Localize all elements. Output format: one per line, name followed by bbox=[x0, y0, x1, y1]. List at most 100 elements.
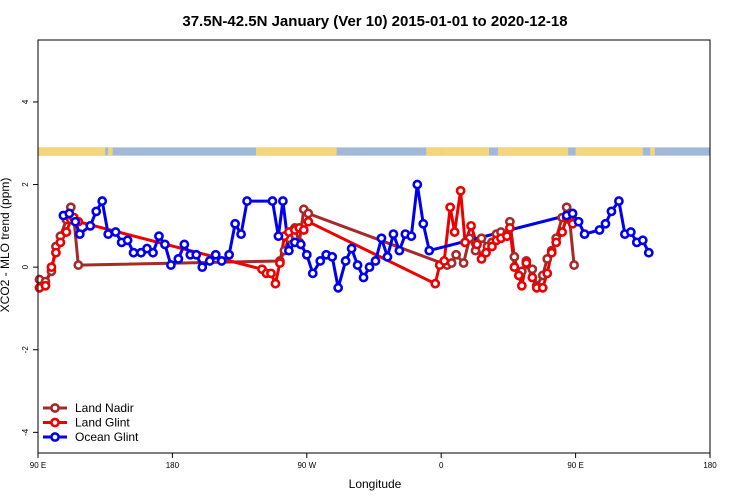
data-point-ocean-glint bbox=[224, 249, 235, 260]
data-point-ocean-glint bbox=[204, 256, 215, 266]
data-point-ocean-glint bbox=[637, 235, 648, 246]
land-segment bbox=[426, 147, 442, 156]
data-point-land-glint bbox=[303, 216, 314, 227]
legend-marker-land-glint bbox=[50, 417, 60, 428]
data-point-land-glint bbox=[449, 227, 460, 237]
data-point-ocean-glint bbox=[64, 208, 75, 219]
y-tick-label: 2 bbox=[21, 182, 30, 187]
data-point-ocean-glint bbox=[573, 216, 584, 227]
data-point-land-nadir bbox=[569, 260, 580, 270]
x-axis: 90 E 180 90 W 0 90 E 180 bbox=[30, 453, 717, 470]
data-point-ocean-glint bbox=[122, 235, 133, 246]
legend-label-land-glint: Land Glint bbox=[75, 416, 130, 430]
data-point-land-glint bbox=[466, 220, 476, 231]
y-tick-label: 4 bbox=[21, 99, 30, 104]
data-point-land-glint bbox=[472, 239, 482, 250]
data-point-ocean-glint bbox=[97, 196, 108, 206]
data-point-ocean-glint bbox=[394, 245, 405, 256]
data-point-ocean-glint bbox=[567, 208, 578, 219]
data-point-land-nadir bbox=[509, 251, 520, 262]
data-point-land-glint bbox=[46, 262, 57, 273]
data-point-land-glint bbox=[275, 258, 285, 268]
data-point-ocean-glint bbox=[103, 229, 114, 240]
data-point-land-nadir bbox=[561, 202, 572, 213]
data-point-ocean-glint bbox=[406, 231, 417, 242]
data-point-ocean-glint bbox=[388, 229, 399, 240]
data-point-land-glint bbox=[516, 280, 527, 291]
data-point-ocean-glint bbox=[333, 282, 344, 293]
data-point-land-glint bbox=[527, 272, 538, 283]
data-point-land-glint bbox=[266, 268, 276, 279]
data-point-ocean-glint bbox=[210, 249, 221, 260]
data-point-land-nadir bbox=[542, 253, 553, 264]
x-tick-label: 180 bbox=[166, 461, 180, 470]
data-point-land-glint bbox=[504, 223, 515, 233]
legend-marker-ocean-glint bbox=[50, 432, 60, 442]
data-point-ocean-glint bbox=[358, 272, 369, 283]
data-point-ocean-glint bbox=[70, 216, 81, 227]
y-axis-label: XCO2 - MLO trend (ppm) bbox=[0, 178, 12, 313]
data-point-land-glint bbox=[55, 237, 66, 248]
data-point-ocean-glint bbox=[278, 196, 288, 206]
data-point-ocean-glint bbox=[340, 256, 351, 266]
data-point-ocean-glint bbox=[424, 245, 435, 256]
data-point-ocean-glint bbox=[418, 218, 429, 229]
data-point-ocean-glint bbox=[267, 196, 278, 206]
data-point-ocean-glint bbox=[128, 247, 139, 258]
data-point-ocean-glint bbox=[110, 227, 121, 237]
data-point-land-glint bbox=[513, 270, 524, 281]
data-point-land-nadir bbox=[458, 258, 469, 268]
data-point-land-glint bbox=[51, 247, 61, 258]
y-tick-label: -2 bbox=[21, 346, 30, 354]
land-segment bbox=[38, 147, 106, 156]
data-point-ocean-glint bbox=[148, 247, 158, 258]
legend-marker-land-nadir bbox=[50, 403, 60, 413]
land-segment bbox=[108, 147, 113, 156]
data-point-land-glint bbox=[270, 278, 281, 289]
data-point-land-glint bbox=[537, 282, 548, 293]
x-axis-label: Longitude bbox=[349, 477, 402, 491]
data-point-ocean-glint bbox=[273, 231, 284, 242]
data-point-ocean-glint bbox=[166, 260, 176, 270]
data-point-land-nadir bbox=[476, 233, 487, 244]
data-point-ocean-glint bbox=[625, 227, 636, 237]
data-point-ocean-glint bbox=[242, 196, 252, 206]
data-point-land-glint bbox=[455, 185, 466, 196]
data-point-ocean-glint bbox=[606, 206, 617, 217]
data-point-ocean-glint bbox=[197, 262, 208, 273]
ocean-strip bbox=[38, 147, 710, 156]
data-point-land-glint bbox=[481, 247, 491, 258]
data-point-ocean-glint bbox=[643, 247, 654, 258]
y-axis: -4 -2 0 2 4 bbox=[21, 99, 38, 436]
data-point-land-nadir bbox=[451, 249, 462, 260]
data-point-ocean-glint bbox=[352, 260, 363, 270]
data-point-ocean-glint bbox=[91, 206, 102, 217]
data-point-land-nadir bbox=[73, 260, 84, 270]
data-point-land-glint bbox=[430, 278, 441, 289]
data-point-ocean-glint bbox=[179, 239, 190, 250]
data-point-ocean-glint bbox=[614, 196, 624, 206]
legend-label-land-nadir: Land Nadir bbox=[75, 401, 134, 415]
x-tick-label: 0 bbox=[439, 461, 444, 470]
data-point-ocean-glint bbox=[74, 229, 85, 240]
data-point-ocean-glint bbox=[160, 239, 170, 250]
data-point-ocean-glint bbox=[382, 251, 393, 262]
data-point-land-glint bbox=[61, 227, 72, 237]
data-point-land-glint bbox=[521, 258, 532, 268]
data-point-land-glint bbox=[551, 237, 562, 248]
data-point-land-glint bbox=[546, 247, 557, 258]
data-point-land-glint bbox=[40, 280, 51, 291]
data-point-ocean-glint bbox=[236, 229, 246, 240]
y-tick-label: -4 bbox=[21, 428, 30, 436]
data-point-ocean-glint bbox=[412, 179, 423, 190]
data-point-ocean-glint bbox=[346, 243, 357, 254]
data-point-land-glint bbox=[502, 231, 512, 242]
x-tick-label: 90 E bbox=[567, 461, 583, 470]
data-point-ocean-glint bbox=[600, 218, 611, 229]
data-point-ocean-glint bbox=[173, 253, 184, 264]
plot-frame bbox=[37, 39, 711, 454]
data-point-ocean-glint bbox=[191, 249, 202, 260]
data-point-land-glint bbox=[509, 262, 520, 273]
data-point-ocean-glint bbox=[216, 256, 227, 266]
